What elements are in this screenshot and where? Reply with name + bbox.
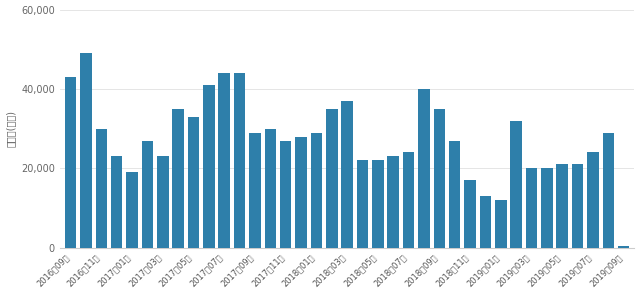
Bar bbox=[588, 153, 599, 248]
Bar bbox=[157, 156, 168, 248]
Bar bbox=[310, 133, 322, 248]
Bar bbox=[479, 196, 491, 248]
Bar bbox=[510, 121, 522, 248]
Bar bbox=[218, 73, 230, 248]
Bar bbox=[495, 200, 506, 248]
Bar bbox=[249, 133, 260, 248]
Bar bbox=[341, 101, 353, 248]
Bar bbox=[111, 156, 122, 248]
Bar bbox=[449, 141, 460, 248]
Bar bbox=[541, 168, 552, 248]
Bar bbox=[603, 133, 614, 248]
Bar bbox=[80, 53, 92, 248]
Bar bbox=[525, 168, 537, 248]
Bar bbox=[141, 141, 153, 248]
Bar bbox=[433, 109, 445, 248]
Bar bbox=[418, 89, 429, 248]
Bar bbox=[403, 153, 414, 248]
Bar bbox=[326, 109, 337, 248]
Bar bbox=[556, 164, 568, 248]
Bar bbox=[387, 156, 399, 248]
Bar bbox=[126, 172, 138, 248]
Bar bbox=[234, 73, 245, 248]
Bar bbox=[464, 180, 476, 248]
Bar bbox=[65, 77, 76, 248]
Bar bbox=[618, 246, 630, 248]
Bar bbox=[264, 129, 276, 248]
Bar bbox=[372, 161, 383, 248]
Y-axis label: 거래량(건수): 거래량(건수) bbox=[6, 110, 15, 147]
Bar bbox=[172, 109, 184, 248]
Bar bbox=[95, 129, 107, 248]
Bar bbox=[188, 117, 199, 248]
Bar bbox=[280, 141, 291, 248]
Bar bbox=[572, 164, 584, 248]
Bar bbox=[356, 161, 368, 248]
Bar bbox=[203, 85, 214, 248]
Bar bbox=[295, 137, 307, 248]
